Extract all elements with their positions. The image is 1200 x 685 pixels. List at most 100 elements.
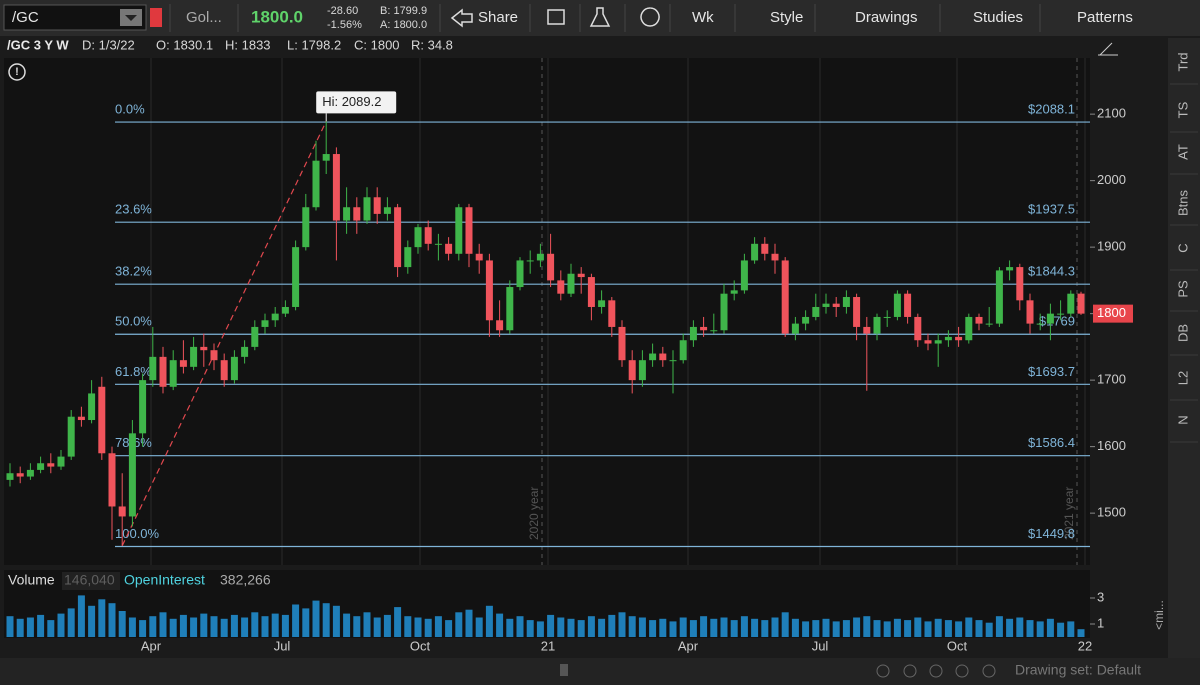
volume-bar bbox=[628, 616, 636, 637]
header-item: C: 1800 bbox=[354, 37, 400, 52]
sidebar-tab[interactable]: AT bbox=[1175, 144, 1190, 160]
pct-change: -1.56% bbox=[327, 19, 362, 31]
volume-bar bbox=[985, 622, 993, 637]
scale-icon[interactable] bbox=[1098, 42, 1118, 56]
candle-body bbox=[434, 243, 442, 245]
volume-bar bbox=[659, 618, 667, 637]
volume-bar bbox=[638, 617, 646, 637]
sidebar-tab[interactable]: L2 bbox=[1175, 371, 1190, 385]
fib-ratio: 38.2% bbox=[115, 264, 152, 279]
candle-body bbox=[700, 326, 708, 331]
volume-bar bbox=[179, 614, 187, 637]
candle-body bbox=[118, 506, 126, 517]
toolbar-button[interactable]: Studies bbox=[973, 9, 1023, 26]
candle-body bbox=[720, 293, 728, 331]
volume-bar bbox=[200, 613, 208, 637]
toolbar-button[interactable]: Share bbox=[478, 9, 518, 26]
fib-price: $1586.4 bbox=[1028, 435, 1075, 450]
sidebar-tab[interactable]: TS bbox=[1175, 101, 1190, 118]
candle-body bbox=[965, 316, 973, 341]
scroll-thumb[interactable] bbox=[560, 664, 568, 676]
candle-body bbox=[904, 293, 912, 317]
candle-body bbox=[822, 303, 830, 307]
volume-bar bbox=[241, 617, 249, 637]
candle-body bbox=[842, 297, 850, 307]
candle-body bbox=[77, 416, 85, 421]
zoom-icon[interactable] bbox=[876, 664, 890, 678]
fib-ratio: 23.6% bbox=[115, 202, 152, 217]
x-tick-label: 22 bbox=[1078, 638, 1092, 653]
alert-flag[interactable] bbox=[150, 8, 162, 27]
candle-body bbox=[343, 207, 351, 221]
candle-body bbox=[230, 356, 238, 381]
volume-bar bbox=[761, 620, 769, 637]
volume-bar bbox=[1057, 622, 1065, 637]
toolbar-button[interactable]: Style bbox=[770, 9, 803, 26]
volume-bar bbox=[955, 621, 963, 637]
volume-bar bbox=[842, 620, 850, 637]
x-tick-label: Apr bbox=[141, 638, 162, 653]
zoom-icon[interactable] bbox=[929, 664, 943, 678]
collapse-tab[interactable]: <mi... bbox=[1152, 600, 1166, 630]
volume-bar bbox=[312, 600, 320, 637]
volume-bar bbox=[88, 605, 96, 637]
candle-body bbox=[618, 326, 626, 361]
y-tick-label: 1600 bbox=[1097, 438, 1126, 453]
instrument-name: Gol... bbox=[186, 9, 222, 26]
candle-body bbox=[669, 360, 677, 362]
volume-bar bbox=[322, 603, 330, 637]
volume-bar bbox=[771, 617, 779, 637]
drawing-set[interactable]: Drawing set: Default bbox=[1015, 662, 1141, 678]
volume-bar bbox=[883, 621, 891, 637]
candle-body bbox=[975, 316, 983, 324]
toolbar-button[interactable]: Patterns bbox=[1077, 9, 1133, 26]
volume-bar bbox=[822, 618, 830, 637]
candle-body bbox=[679, 340, 687, 361]
volume-bar bbox=[394, 607, 402, 637]
sidebar-tab[interactable]: Btns bbox=[1175, 189, 1190, 216]
candle-body bbox=[985, 323, 993, 325]
candle-body bbox=[128, 433, 136, 517]
volume-bar bbox=[730, 620, 738, 637]
volume-bar bbox=[1067, 621, 1075, 637]
price-pane bbox=[4, 58, 1090, 565]
info-icon[interactable] bbox=[8, 63, 26, 81]
last-price-label: 1800 bbox=[1097, 305, 1126, 320]
candle-body bbox=[526, 260, 534, 262]
candle-body bbox=[169, 360, 177, 387]
sidebar-tab[interactable]: C bbox=[1175, 243, 1190, 252]
candle-body bbox=[853, 297, 861, 327]
candle-body bbox=[363, 197, 371, 221]
sidebar-tab[interactable]: N bbox=[1175, 415, 1190, 424]
sidebar-tab[interactable]: PS bbox=[1175, 280, 1190, 298]
volume-bar bbox=[383, 614, 391, 637]
zoom-icon[interactable] bbox=[903, 664, 917, 678]
candle-body bbox=[159, 356, 167, 387]
sidebar bbox=[1168, 38, 1200, 658]
candle-body bbox=[516, 260, 524, 288]
volume-bar bbox=[292, 604, 300, 637]
candle-body bbox=[6, 473, 14, 480]
candle-body bbox=[241, 346, 249, 357]
candle-body bbox=[567, 273, 575, 294]
candle-body bbox=[1077, 293, 1085, 314]
toolbar-button[interactable]: Wk bbox=[692, 9, 714, 26]
candle-body bbox=[995, 270, 1003, 324]
dropdown-arrow bbox=[125, 15, 137, 21]
candle-body bbox=[210, 350, 218, 361]
volume-bar bbox=[465, 609, 473, 637]
sidebar-tab[interactable]: Trd bbox=[1175, 52, 1190, 71]
volume-bar bbox=[343, 613, 351, 637]
volume-bar bbox=[995, 616, 1003, 637]
y-tick-label: 2000 bbox=[1097, 172, 1126, 187]
toolbar-icon bbox=[450, 8, 473, 28]
candle-body bbox=[26, 469, 34, 477]
volume-bar bbox=[853, 617, 861, 637]
candle-body bbox=[292, 247, 300, 307]
candle-body bbox=[638, 360, 646, 381]
toolbar-button[interactable]: Drawings bbox=[855, 9, 918, 26]
zoom-icon[interactable] bbox=[955, 664, 969, 678]
volume-bar bbox=[567, 618, 575, 637]
zoom-icon[interactable] bbox=[982, 664, 996, 678]
sidebar-tab[interactable]: DB bbox=[1175, 324, 1190, 342]
